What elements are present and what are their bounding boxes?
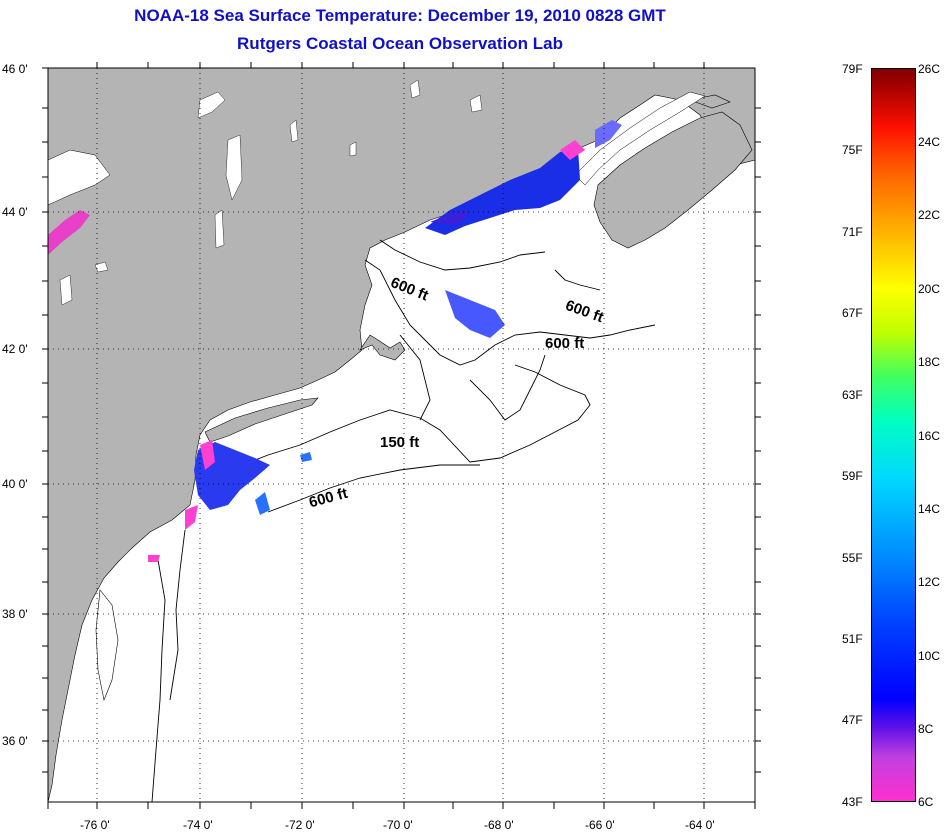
lat-label-38: 38 0' bbox=[2, 607, 28, 621]
sst-data bbox=[48, 120, 622, 562]
lat-label-36: 36 0' bbox=[2, 734, 28, 748]
lat-label-40: 40 0' bbox=[2, 477, 28, 491]
map-frame bbox=[47, 67, 756, 803]
colorbar-c-8: 8C bbox=[918, 722, 934, 736]
lat-label-46: 46 0' bbox=[2, 62, 28, 76]
bathymetry-contours bbox=[151, 239, 656, 803]
colorbar-f-79: 79F bbox=[842, 62, 863, 76]
contour-label-150ft: 150 ft bbox=[380, 434, 419, 451]
lakes bbox=[59, 79, 483, 306]
colorbar-c-14: 14C bbox=[918, 502, 941, 516]
colorbar-c-6: 6C bbox=[918, 795, 934, 809]
colorbar-f-59: 59F bbox=[842, 469, 863, 483]
lat-label-44: 44 0' bbox=[2, 205, 28, 219]
colorbar-c-16: 16C bbox=[918, 429, 941, 443]
lon-label-70: -70 0' bbox=[383, 818, 413, 832]
colorbar-c-26: 26C bbox=[918, 62, 941, 76]
colorbar-f-51: 51F bbox=[842, 632, 863, 646]
lon-label-66: -66 0' bbox=[585, 818, 615, 832]
lon-label-64: -64 0' bbox=[685, 818, 715, 832]
colorbar-c-10: 10C bbox=[918, 649, 941, 663]
land-nova-scotia bbox=[593, 111, 753, 249]
colorbar-c-22: 22C bbox=[918, 208, 941, 222]
lon-label-68: -68 0' bbox=[484, 818, 514, 832]
lat-label-42: 42 0' bbox=[2, 342, 28, 356]
bay-of-fundy bbox=[574, 91, 706, 186]
map-subtitle: Rutgers Coastal Ocean Observation Lab bbox=[237, 34, 563, 53]
lake-ontario bbox=[47, 149, 111, 206]
contour-label-600ft-3: 600 ft bbox=[545, 335, 584, 352]
map-title: NOAA-18 Sea Surface Temperature: Decembe… bbox=[134, 6, 666, 25]
tick-marks bbox=[42, 62, 761, 809]
land-mainland bbox=[47, 67, 756, 803]
colorbar-c-24: 24C bbox=[918, 135, 941, 149]
colorbar-f-43: 43F bbox=[842, 795, 863, 809]
colorbar-c-12: 12C bbox=[918, 575, 941, 589]
colorbar-c-18: 18C bbox=[918, 355, 941, 369]
lon-label-72: -72 0' bbox=[285, 818, 315, 832]
colorbar-f-67: 67F bbox=[842, 306, 863, 320]
land-delmarva bbox=[95, 589, 119, 702]
sst-patch-lake-ontario bbox=[48, 210, 90, 255]
colorbar-f-55: 55F bbox=[842, 551, 863, 565]
colorbar-c-20: 20C bbox=[918, 282, 941, 296]
colorbar-f-71: 71F bbox=[842, 225, 863, 239]
lon-label-74: -74 0' bbox=[183, 818, 213, 832]
lon-label-76: -76 0' bbox=[80, 818, 110, 832]
land-long-island bbox=[204, 397, 319, 443]
land-cape-cod bbox=[359, 334, 406, 361]
colorbar-f-75: 75F bbox=[842, 143, 863, 157]
colorbar-f-47: 47F bbox=[842, 713, 863, 727]
temperature-colorbar bbox=[871, 68, 916, 802]
colorbar-f-63: 63F bbox=[842, 388, 863, 402]
